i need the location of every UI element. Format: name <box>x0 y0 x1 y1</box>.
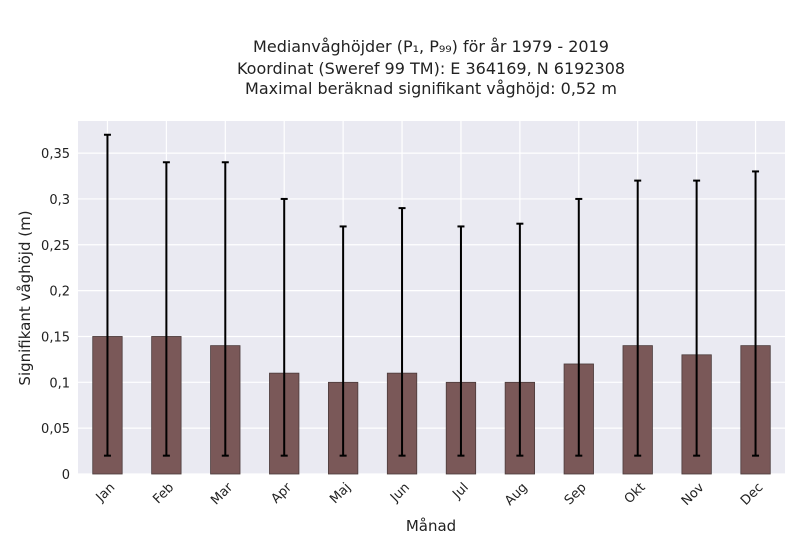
error-bar-jun <box>398 207 406 457</box>
chart-title: Medianvåghöjder (P₁, P₉₉) för år 1979 - … <box>237 37 625 98</box>
x-tick-label: Feb <box>150 480 177 507</box>
x-tick-label: Sep <box>562 480 590 508</box>
error-bar-aug <box>516 222 524 457</box>
y-tick-label: 0,05 <box>41 422 70 437</box>
x-tick-label: Jul <box>449 480 471 502</box>
x-tick-label: Apr <box>269 480 296 507</box>
error-bars <box>103 133 760 457</box>
y-axis-label: Signifikant våghöjd (m) <box>16 210 34 385</box>
x-tick-label: Okt <box>622 480 649 507</box>
x-tick-label: Maj <box>327 480 354 507</box>
x-tick-label: Aug <box>502 480 531 509</box>
y-tick-label: 0,2 <box>49 285 70 300</box>
error-bar-jul <box>457 225 465 457</box>
y-tick-label: 0,1 <box>49 376 70 391</box>
error-bar-maj <box>339 225 347 457</box>
error-bar-mar <box>221 161 229 457</box>
x-tick-label: Nov <box>679 480 708 509</box>
error-bar-feb <box>162 161 170 457</box>
y-tick-label: 0,25 <box>41 239 70 254</box>
title-line-3: Maximal beräknad signifikant våghöjd: 0,… <box>245 79 617 98</box>
x-tick-label: Mar <box>208 480 236 508</box>
title-line-2: Koordinat (Sweref 99 TM): E 364169, N 61… <box>237 59 625 78</box>
x-tick-label: Jun <box>387 480 413 506</box>
plot-area <box>78 121 785 474</box>
x-tick-label: Dec <box>738 480 766 508</box>
error-bar-nov <box>693 179 701 457</box>
error-bar-dec <box>752 170 760 457</box>
x-tick-label: Jan <box>93 480 118 505</box>
y-tick-label: 0,35 <box>41 147 70 162</box>
y-tick-label: 0 <box>62 468 70 483</box>
error-bar-jan <box>103 133 111 457</box>
y-tick-label: 0,3 <box>49 193 70 208</box>
y-tick-label: 0,15 <box>41 330 70 345</box>
title-line-1: Medianvåghöjder (P₁, P₉₉) för år 1979 - … <box>253 37 609 56</box>
x-axis-label: Månad <box>406 517 456 535</box>
error-bar-apr <box>280 197 288 457</box>
error-bar-okt <box>634 179 642 457</box>
x-axis-ticks: Jan Feb Mar Apr Maj Jun Jul Aug Sep Okt Nov Dec <box>93 480 767 509</box>
y-axis-ticks: 0 0,05 0,1 0,15 0,2 0,25 0,3 0,35 <box>41 147 70 483</box>
error-bar-sep <box>575 197 583 457</box>
